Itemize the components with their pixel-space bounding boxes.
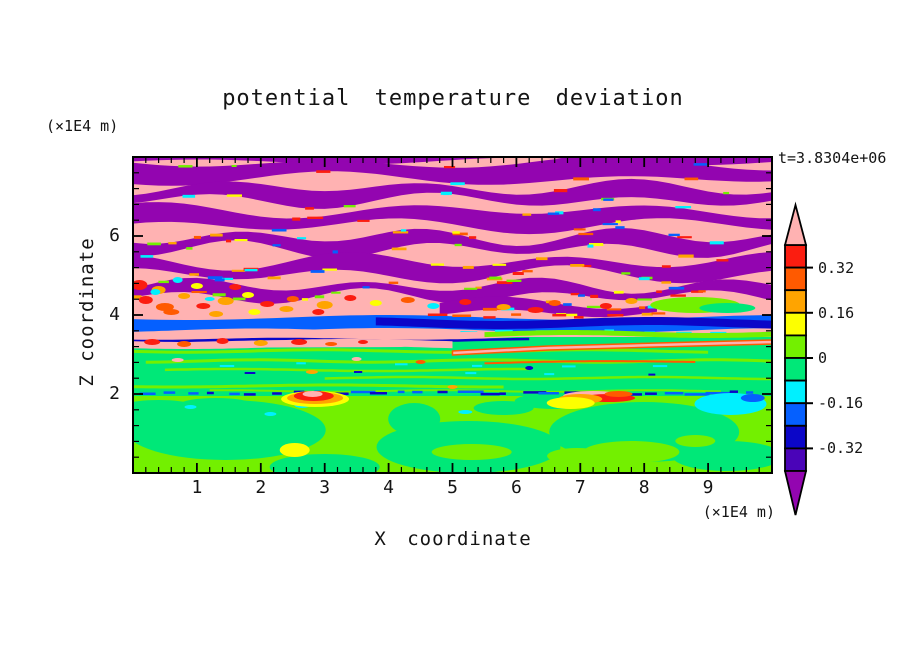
x-axis-label: X coordinate — [374, 528, 532, 550]
colorbar-label: 0 — [818, 349, 828, 367]
z-tick-label: 6 — [109, 225, 120, 246]
x-tick-label: 8 — [638, 477, 650, 498]
axis-ticks — [134, 158, 771, 472]
colorbar-segment — [784, 244, 807, 269]
time-label: t=3.8304e+06 — [778, 149, 887, 167]
x-tick-label: 6 — [510, 477, 522, 498]
x-tick-label: 9 — [702, 477, 714, 498]
colorbar — [783, 201, 813, 516]
colorbar-label: 0.32 — [818, 258, 855, 277]
z-axis-unit-label: (×1E4 m) — [46, 117, 119, 135]
plot-title: potential temperature deviation — [222, 86, 684, 111]
colorbar-segment — [784, 402, 807, 427]
colorbar-segment — [784, 266, 807, 292]
colorbar-label: -0.32 — [818, 439, 864, 458]
colorbar-segment — [784, 379, 807, 405]
colorbar-label: 0.16 — [818, 303, 855, 322]
x-tick-label: 7 — [574, 477, 586, 498]
contour-field — [133, 157, 772, 473]
x-tick-label: 3 — [319, 477, 331, 498]
colorbar-segment — [784, 289, 807, 314]
colorbar-arrow-bottom — [783, 470, 808, 516]
x-tick-label: 2 — [255, 477, 267, 498]
colorbar-segment — [784, 357, 807, 382]
plot-frame — [132, 156, 773, 474]
x-tick-label: 5 — [447, 477, 458, 498]
z-tick-label: 2 — [109, 383, 120, 404]
colorbar-segment — [784, 424, 807, 450]
colorbar-arrow-top — [783, 201, 808, 246]
colorbar-segment — [784, 334, 807, 359]
x-tick-label: 4 — [383, 477, 395, 498]
x-axis-unit-label: (×1E4 m) — [702, 503, 775, 521]
colorbar-segment — [784, 447, 807, 472]
x-tick-label: 1 — [191, 477, 203, 498]
colorbar-segment — [784, 311, 807, 337]
colorbar-label: -0.16 — [818, 394, 864, 413]
z-tick-label: 4 — [109, 304, 120, 325]
